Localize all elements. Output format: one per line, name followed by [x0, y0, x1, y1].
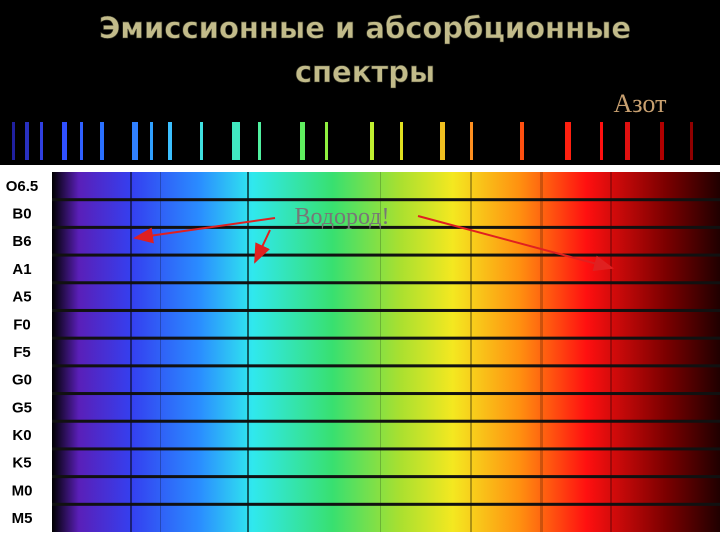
emission-line: [168, 122, 172, 160]
nitrogen-label: Азот: [614, 89, 667, 118]
hydrogen-label: Водород!: [294, 204, 389, 230]
arrow: [133, 217, 276, 244]
row-separator: [52, 308, 720, 312]
spectral-class: M5: [12, 510, 33, 527]
spectral-class: M0: [12, 482, 33, 499]
emission-spectrum: [12, 122, 693, 160]
emission-line: [62, 122, 67, 160]
title-line: Эмиссионные и абсорбционные: [99, 11, 631, 45]
emission-line: [660, 122, 664, 160]
absorption-line: [380, 172, 381, 532]
emission-line: [370, 122, 374, 160]
emission-line: [600, 122, 603, 160]
emission-line: [520, 122, 524, 160]
emission-line: [470, 122, 473, 160]
emission-line: [625, 122, 630, 160]
emission-line: [440, 122, 445, 160]
spectral-class: A1: [12, 261, 31, 278]
absorption-line: [247, 172, 249, 532]
emission-line: [200, 122, 203, 160]
row-separator: [52, 475, 720, 479]
emission-line: [12, 122, 15, 160]
row-separator: [52, 281, 720, 285]
emission-line: [565, 122, 571, 160]
emission-line: [690, 122, 693, 160]
absorption-line: [130, 172, 132, 532]
arrows: [133, 215, 614, 272]
spectral-class: A5: [12, 289, 31, 306]
emission-line: [258, 122, 261, 160]
row-separator: [52, 419, 720, 423]
spectral-class: F5: [13, 344, 31, 361]
spectral-class: B0: [12, 206, 31, 223]
emission-line: [232, 122, 240, 160]
row-separator: [52, 336, 720, 340]
absorption-line: [470, 172, 472, 532]
absorption-lines: [130, 172, 612, 532]
row-separator: [52, 502, 720, 506]
row-separator: [52, 392, 720, 396]
absorption-line: [160, 172, 161, 532]
spectral-class: G5: [12, 399, 32, 416]
row-separator: [52, 447, 720, 451]
row-separator: [52, 253, 720, 257]
emission-line: [100, 122, 104, 160]
emission-line: [400, 122, 403, 160]
emission-line: [325, 122, 328, 160]
spectral-rows: O6.5 B0 B6 A1 A5 F0 F5 G0 G5 K0 K5 M0 M5: [6, 178, 720, 527]
absorption-line: [610, 172, 612, 532]
spectral-class: K5: [12, 455, 31, 472]
emission-line: [80, 122, 83, 160]
emission-line: [300, 122, 305, 160]
spectral-class: B6: [12, 233, 31, 250]
absorption-line: [540, 172, 543, 532]
row-separator: [52, 364, 720, 368]
emission-line: [25, 122, 29, 160]
spectral-class: K0: [12, 427, 31, 444]
spectral-class: G0: [12, 372, 32, 389]
arrow: [254, 229, 271, 264]
row-separator: [52, 198, 720, 202]
title-line: спектры: [295, 55, 435, 89]
arrow: [417, 215, 614, 272]
emission-line: [132, 122, 138, 160]
spectral-class: O6.5: [6, 178, 39, 195]
spectral-class: F0: [13, 316, 31, 333]
emission-line: [150, 122, 153, 160]
emission-line: [40, 122, 43, 160]
absorption-spectrum: [52, 172, 720, 532]
row-separator: [52, 225, 720, 229]
